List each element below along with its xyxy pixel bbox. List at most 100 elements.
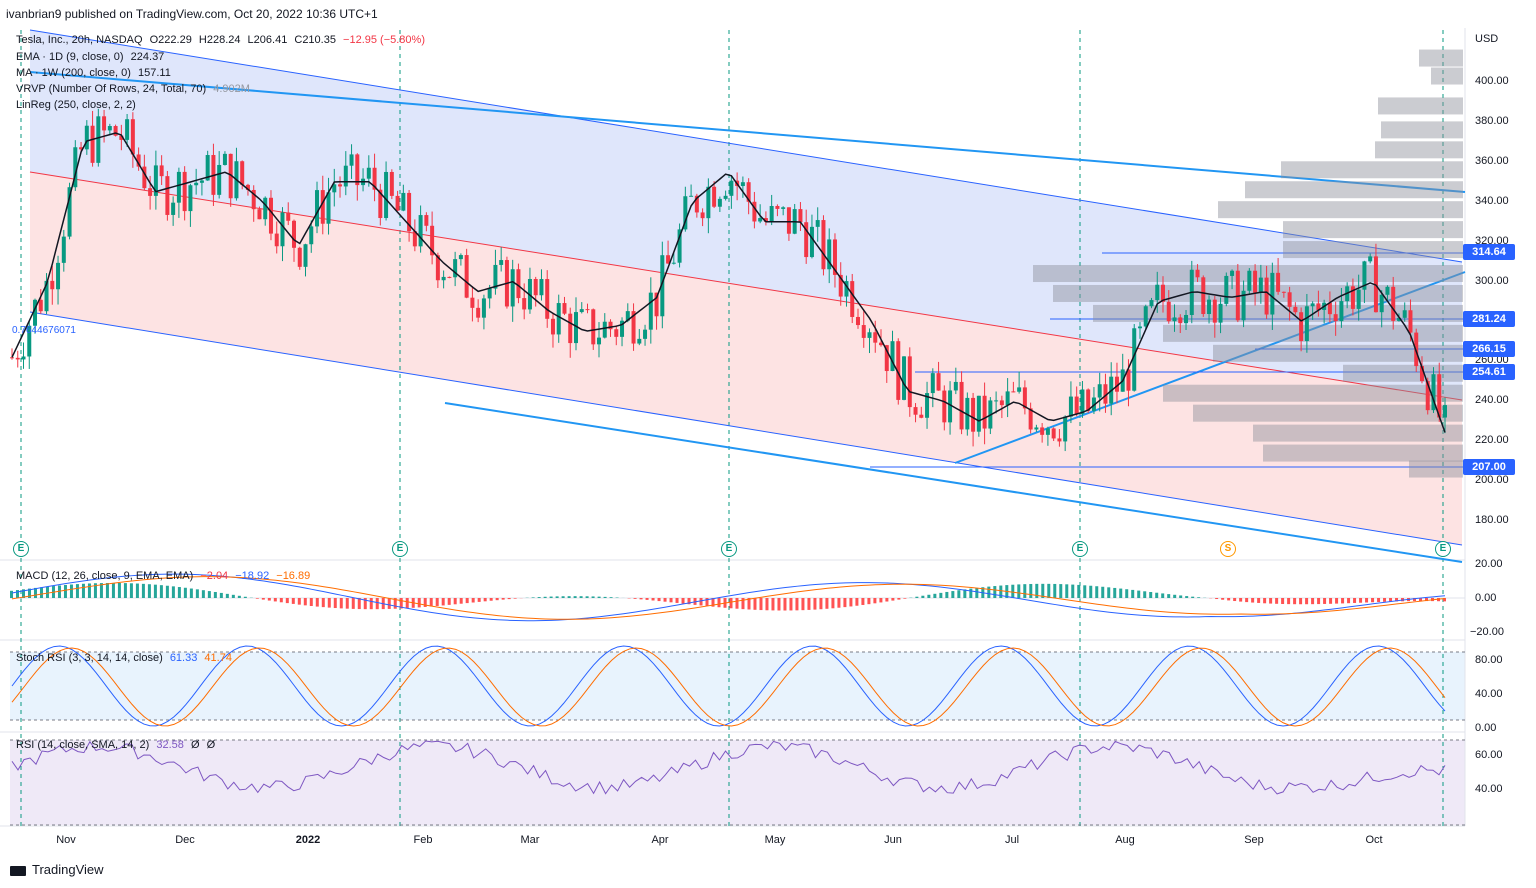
candle-body [412,231,417,247]
macd-bar [897,598,901,600]
macd-bar [747,598,751,610]
candle-body [976,395,981,432]
candle-body [677,229,682,263]
earnings-badge[interactable]: E [1072,541,1088,557]
macd-bar [1299,598,1303,605]
macd-bar [15,590,19,598]
earnings-badge[interactable]: E [13,541,29,557]
macd-hist-value: −2.04 [200,570,229,582]
macd-bar [849,598,853,607]
macd-bar [771,598,775,611]
time-label: Dec [175,834,195,846]
macd-bar [435,598,439,606]
candle-body [130,119,135,155]
macd-bar [603,596,607,598]
macd-bar [207,591,211,598]
candle-body [982,395,987,429]
macd-bar [495,598,499,601]
candle-body [27,325,32,357]
macd-bar [1149,592,1153,598]
volume-profile-bar [1213,344,1463,362]
candle-body [706,186,711,219]
candle-body [798,209,803,223]
linreg-value: 0.7644676071 [12,325,76,336]
macd-bar [999,585,1003,598]
candle-body [666,255,671,264]
ema-value: 224.37 [130,51,165,63]
macd-bar [1233,598,1237,602]
macd-bar [1221,598,1225,600]
macd-bar [987,586,991,598]
volume-profile-bar [1375,141,1463,159]
volume-profile-bar [1245,181,1463,199]
candle-body [597,337,602,345]
split-badge[interactable]: S [1220,541,1236,557]
macd-bar [177,587,181,598]
macd-bar [81,583,85,598]
macd-bar [1167,594,1171,598]
macd-bar [969,588,973,598]
macd-bar [573,596,577,598]
candle-body [125,119,130,140]
volume-profile-bar [1253,424,1463,442]
candle-body [855,316,860,326]
candle-body [38,299,43,312]
tradingview-logo[interactable]: TradingView [10,862,104,877]
candle-body [90,125,95,163]
candle-body [349,154,354,166]
candle-body [159,165,164,177]
macd-bar [459,598,463,604]
rsi-value: 32.58 [156,739,184,751]
candle-body [562,303,567,314]
macd-bar [735,598,739,609]
candle-body [1063,416,1068,442]
macd-bar [903,598,907,599]
candle-body [809,226,814,258]
price-tick: 400.00 [1475,75,1509,87]
macd-bar [1371,598,1375,603]
earnings-badge[interactable]: E [721,541,737,557]
macd-bar [1101,586,1105,598]
earnings-badge[interactable]: E [1435,541,1451,557]
candle-body [879,342,884,346]
macd-bar [297,598,301,605]
volume-profile-bar [1163,324,1463,342]
rsi-label: RSI (14, close, SMA, 14, 2) [16,739,150,751]
candle-body [84,125,89,150]
candle-body [228,153,233,199]
macd-bar [237,595,241,598]
candle-body [850,281,855,317]
candle-body [96,116,101,163]
stoch-label: Stoch RSI (3, 3, 14, 14, close) [16,652,163,664]
candle-body [136,154,141,167]
currency-label: USD [1475,33,1499,45]
macd-bar [183,587,187,598]
time-label: May [764,834,786,846]
candle-body [251,189,256,210]
macd-tick: 20.00 [1475,558,1503,570]
candle-body [1166,301,1171,322]
candle-body [1373,256,1378,313]
candle-body [942,390,947,423]
macd-bar [135,583,139,598]
macd-bar [1269,598,1273,604]
macd-bar [333,598,337,609]
candle-body [1086,389,1091,411]
earnings-badge[interactable]: E [392,541,408,557]
macd-bar [1125,589,1129,598]
price-tick: 260.00 [1475,354,1509,367]
macd-bar [933,593,937,598]
macd-bar [717,598,721,608]
candle-body [994,400,999,402]
macd-bar [93,583,97,598]
symbol-name: Tesla, Inc., 20h, NASDAQ [16,34,143,46]
price-tick: 300.00 [1475,274,1509,287]
macd-bar [405,598,409,609]
macd-bar [1305,598,1309,605]
macd-bar [651,598,655,601]
macd-bar [399,598,403,609]
candle-body [712,186,717,207]
candle-body [902,356,907,400]
candle-body [1316,303,1321,310]
